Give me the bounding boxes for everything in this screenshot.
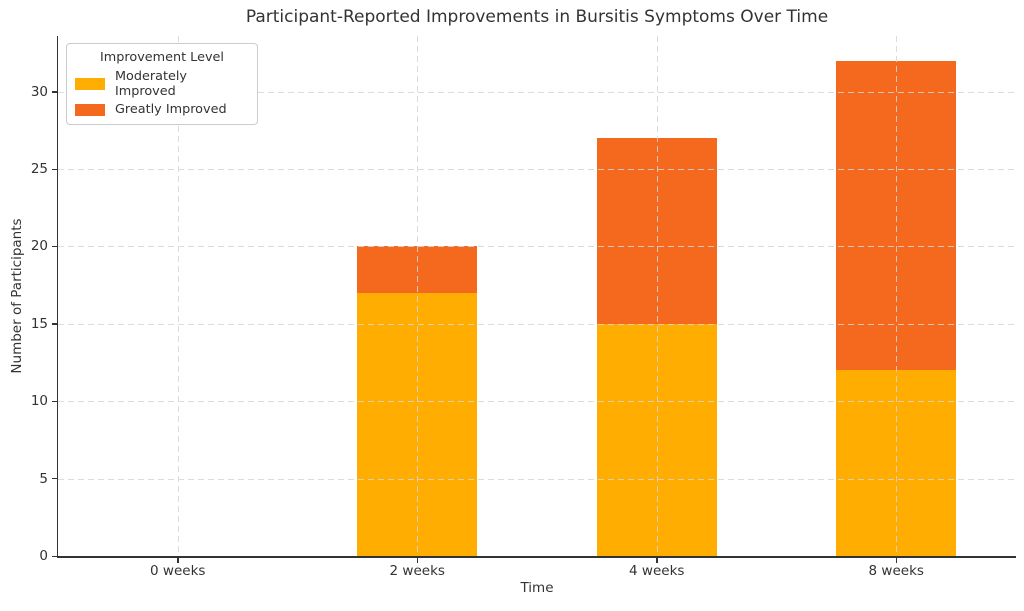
y-tick (52, 400, 58, 403)
bottom-spine (57, 555, 1016, 558)
x-gridline (656, 36, 658, 556)
y-tick-label: 5 (39, 470, 48, 487)
legend-label-greatly-improved: Greatly Improved (115, 102, 227, 117)
y-gridline (58, 246, 1016, 248)
x-tick-label: 8 weeks (868, 563, 924, 579)
x-tick-label: 2 weeks (389, 563, 445, 579)
x-tick-label: 0 weeks (150, 563, 206, 579)
left-spine (57, 36, 59, 556)
y-tick-label: 15 (30, 315, 48, 332)
y-tick-label: 10 (30, 393, 48, 410)
x-tick-label: 4 weeks (629, 563, 685, 579)
y-gridline (58, 91, 1016, 93)
y-tick (52, 91, 58, 93)
y-gridline (58, 478, 1016, 480)
y-tick (52, 555, 58, 557)
y-tick-label: 25 (30, 161, 48, 178)
legend-item-greatly: Greatly Improved (75, 102, 249, 117)
x-tick (656, 558, 658, 563)
y-tick (52, 323, 58, 325)
y-gridline (58, 169, 1016, 171)
legend-item-moderately: Moderately Improved (75, 69, 249, 99)
x-tick (895, 558, 898, 563)
legend-swatch-moderately-improved (75, 78, 105, 90)
legend-label-moderately-improved: Moderately Improved (115, 69, 187, 99)
plot-area: 0 5 10 15 20 25 30 0 weeks 2 weeks 4 weeks 8 weeks (31, 36, 1016, 579)
chart-title: Participant-Reported Improvements in Bur… (245, 7, 829, 27)
x-axis-label: Time (520, 580, 554, 596)
legend: Improvement Level Moderately Improved Gr… (66, 43, 258, 125)
legend-title: Improvement Level (100, 50, 224, 65)
x-tick (416, 558, 419, 563)
y-tick (52, 168, 58, 170)
legend-swatch-greatly-improved (75, 103, 105, 116)
y-gridline (58, 401, 1016, 403)
x-tick (177, 558, 179, 563)
y-gridline (58, 323, 1016, 325)
y-tick-label: 0 (39, 548, 48, 564)
y-tick (52, 478, 58, 480)
y-tick-label: 30 (30, 83, 48, 100)
y-tick (52, 245, 58, 248)
x-gridline (417, 36, 419, 556)
y-tick-label: 20 (30, 238, 48, 255)
x-gridline (896, 36, 898, 556)
x-gridline (177, 36, 179, 556)
